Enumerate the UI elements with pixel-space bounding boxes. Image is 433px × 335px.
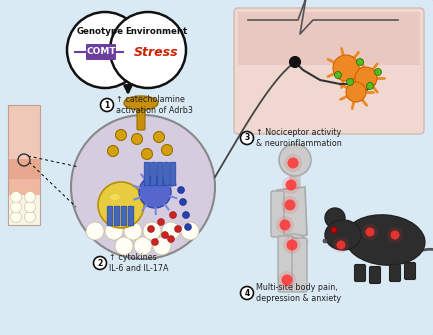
Text: Genotype: Genotype (77, 27, 123, 37)
Circle shape (180, 199, 187, 205)
FancyBboxPatch shape (404, 263, 416, 279)
FancyBboxPatch shape (369, 267, 381, 283)
FancyBboxPatch shape (114, 206, 120, 226)
Circle shape (169, 211, 177, 218)
Circle shape (290, 57, 301, 67)
Circle shape (153, 237, 171, 255)
Circle shape (362, 224, 378, 240)
Circle shape (148, 225, 155, 232)
Circle shape (98, 182, 144, 228)
Circle shape (107, 145, 119, 156)
Circle shape (331, 227, 337, 233)
Text: Multi-site body pain,
depression & anxiety: Multi-site body pain, depression & anxie… (256, 283, 341, 304)
Circle shape (143, 222, 161, 240)
Circle shape (283, 236, 301, 254)
Circle shape (10, 192, 22, 202)
FancyBboxPatch shape (144, 162, 150, 186)
FancyBboxPatch shape (8, 159, 40, 180)
FancyBboxPatch shape (128, 206, 134, 226)
Circle shape (25, 201, 36, 212)
Circle shape (279, 219, 291, 230)
Circle shape (178, 187, 184, 194)
FancyBboxPatch shape (234, 8, 424, 134)
Text: Stress: Stress (134, 46, 178, 59)
Circle shape (162, 144, 172, 155)
FancyBboxPatch shape (86, 44, 116, 60)
Circle shape (284, 154, 302, 172)
Text: 3: 3 (244, 134, 250, 142)
Circle shape (124, 222, 142, 240)
Circle shape (162, 231, 168, 239)
Circle shape (142, 148, 152, 159)
Text: 2: 2 (97, 259, 103, 268)
Circle shape (366, 82, 374, 89)
Circle shape (134, 237, 152, 255)
Circle shape (184, 223, 191, 230)
Circle shape (181, 222, 199, 240)
FancyBboxPatch shape (8, 105, 40, 159)
Circle shape (174, 225, 181, 232)
Circle shape (240, 286, 253, 299)
Text: 1: 1 (104, 100, 110, 110)
Ellipse shape (124, 96, 158, 110)
FancyBboxPatch shape (121, 206, 127, 226)
FancyBboxPatch shape (355, 265, 365, 281)
Circle shape (281, 274, 293, 285)
Text: ↑ catecholamine
activation of Adrb3: ↑ catecholamine activation of Adrb3 (116, 94, 193, 115)
FancyBboxPatch shape (8, 195, 40, 225)
FancyBboxPatch shape (8, 180, 40, 195)
Circle shape (240, 132, 253, 144)
FancyBboxPatch shape (292, 238, 307, 292)
FancyBboxPatch shape (157, 162, 163, 186)
Circle shape (25, 192, 36, 202)
Circle shape (105, 222, 123, 240)
Ellipse shape (325, 220, 361, 250)
Circle shape (154, 132, 165, 142)
Polygon shape (277, 187, 307, 238)
FancyBboxPatch shape (107, 206, 113, 226)
Circle shape (182, 211, 190, 218)
Ellipse shape (279, 234, 307, 250)
FancyBboxPatch shape (164, 162, 169, 186)
Circle shape (67, 12, 143, 88)
Circle shape (276, 216, 294, 234)
Circle shape (152, 239, 158, 246)
Circle shape (94, 257, 107, 269)
Circle shape (336, 241, 346, 250)
Circle shape (168, 236, 174, 243)
Circle shape (71, 115, 215, 259)
Circle shape (391, 230, 400, 240)
Text: COMT: COMT (86, 48, 116, 57)
Circle shape (365, 227, 375, 237)
Text: 4: 4 (244, 288, 250, 297)
Circle shape (10, 201, 22, 212)
Circle shape (335, 71, 342, 78)
Circle shape (355, 67, 377, 89)
Circle shape (346, 78, 353, 85)
Circle shape (325, 208, 345, 228)
Circle shape (333, 55, 359, 81)
Circle shape (288, 157, 298, 169)
FancyBboxPatch shape (151, 162, 156, 186)
Ellipse shape (345, 215, 425, 265)
Circle shape (110, 12, 186, 88)
FancyBboxPatch shape (170, 162, 176, 186)
Ellipse shape (110, 194, 120, 200)
Circle shape (115, 237, 133, 255)
Circle shape (323, 239, 327, 243)
FancyBboxPatch shape (238, 12, 420, 65)
FancyBboxPatch shape (289, 171, 301, 188)
Circle shape (25, 211, 36, 222)
Circle shape (333, 237, 349, 253)
Circle shape (158, 218, 165, 225)
Circle shape (116, 130, 126, 140)
Circle shape (284, 200, 295, 210)
FancyBboxPatch shape (390, 265, 401, 281)
Circle shape (10, 211, 22, 222)
FancyBboxPatch shape (278, 236, 293, 292)
Circle shape (162, 222, 180, 240)
Text: ↑ Nociceptor activity
& neuroinflammation: ↑ Nociceptor activity & neuroinflammatio… (256, 128, 342, 148)
Circle shape (346, 82, 366, 102)
Circle shape (285, 180, 297, 191)
